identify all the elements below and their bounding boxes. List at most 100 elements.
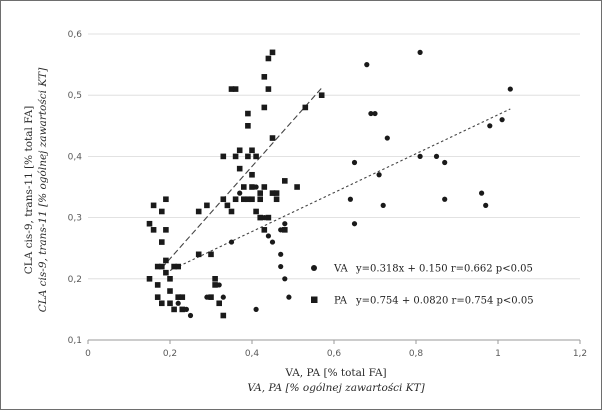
pa-point — [208, 294, 214, 300]
x-tick-label: 1,2 — [573, 349, 587, 359]
va-legend-name: VA — [333, 264, 349, 275]
pa-point — [269, 190, 276, 196]
pa-point — [159, 208, 165, 215]
pa-point — [163, 227, 169, 233]
trendlines — [161, 87, 511, 271]
pa-point — [163, 269, 169, 276]
pa-point — [257, 214, 263, 221]
x-tick-label: 0,2 — [163, 349, 177, 359]
y-tick-label: 0,5 — [68, 91, 82, 101]
pa-point — [228, 86, 235, 92]
va-point — [253, 306, 259, 312]
va-point — [351, 159, 358, 166]
pa-point — [269, 135, 276, 141]
va-point — [278, 263, 284, 270]
pa-point — [179, 294, 186, 300]
x-tick-label: 0,4 — [245, 349, 260, 359]
y-tick-label: 0,6 — [68, 30, 83, 40]
pa-point — [212, 276, 218, 282]
pa-point — [245, 123, 251, 129]
pa-point — [265, 86, 272, 92]
pa-point — [236, 147, 243, 154]
pa-trendline — [161, 87, 323, 269]
pa-point — [249, 147, 255, 154]
va-point — [376, 172, 382, 178]
pa-point — [195, 251, 202, 258]
pa-point — [150, 202, 157, 209]
pa-legend-marker — [311, 296, 318, 303]
pa-point — [195, 208, 202, 215]
pa-point — [261, 104, 268, 111]
va-point — [364, 62, 370, 68]
legend: VA y=0.318x + 0.150 r=0.662 p<0.05 PA y=0.7… — [311, 264, 534, 307]
pa-point — [245, 110, 251, 117]
pa-point — [253, 153, 259, 160]
va-point — [380, 202, 386, 208]
va-point — [507, 86, 513, 92]
pa-point — [282, 227, 288, 233]
va-point — [282, 221, 288, 227]
va-point — [347, 196, 353, 202]
va-legend-equation: y=0.318x + 0.150 r=0.662 p<0.05 — [355, 264, 533, 275]
pa-point — [228, 208, 235, 215]
pa-point — [249, 184, 255, 190]
pa-point — [257, 190, 263, 196]
pa-point — [175, 294, 181, 300]
pa-point — [159, 300, 165, 307]
pa-point — [220, 196, 227, 203]
pa-point — [257, 196, 263, 203]
va-point — [479, 190, 485, 196]
pa-point — [294, 184, 300, 190]
va-point — [351, 221, 358, 227]
y-tick-label: 0,2 — [68, 275, 82, 285]
pa-legend-equation: y=0.754 + 0.0820 r=0.754 p<0.05 — [355, 296, 534, 307]
x-tick-label: 1 — [495, 349, 501, 359]
pa-point — [265, 55, 272, 62]
va-point — [204, 294, 210, 300]
pa-point — [241, 184, 247, 190]
pa-legend-name: PA — [334, 296, 348, 307]
pa-point — [261, 227, 268, 233]
pa-point — [249, 196, 255, 203]
va-point — [417, 153, 423, 159]
va-point — [269, 239, 276, 245]
pa-point — [163, 196, 169, 203]
pa-point — [208, 251, 214, 258]
va-point — [220, 294, 226, 300]
pa-point — [212, 282, 218, 288]
pa-point — [154, 282, 161, 288]
pa-point — [318, 92, 325, 98]
va-point — [368, 110, 374, 117]
pa-point — [236, 165, 243, 172]
pa-point — [171, 306, 177, 313]
pa-point — [159, 263, 165, 270]
va-legend-marker — [311, 265, 317, 271]
y-tick-label: 0,3 — [68, 214, 82, 224]
pa-point — [154, 294, 161, 300]
va-point — [282, 276, 288, 282]
pa-point — [261, 184, 268, 190]
va-point — [483, 202, 489, 208]
pa-point — [273, 196, 280, 203]
pa-point — [253, 208, 259, 215]
pa-point — [167, 300, 173, 307]
pa-point — [204, 202, 210, 209]
pa-point — [245, 153, 251, 160]
pa-point — [241, 196, 247, 203]
pa-point — [150, 227, 157, 233]
pa-point — [232, 196, 239, 203]
va-point — [372, 110, 378, 117]
pa-point — [302, 104, 309, 111]
pa-point — [216, 300, 222, 307]
tick-labels: 0,1 0,2 0,3 0,4 0,5 0,6 0 0,2 0,4 0,6 0,8 1 1,2 — [68, 30, 587, 359]
y-axis-title-polish: CLA cis-9, trans-11 [% ogólnej zawartośc… — [37, 67, 49, 312]
va-point — [175, 300, 181, 306]
pa-point — [163, 257, 169, 264]
pa-point — [245, 196, 251, 203]
pa-point — [175, 263, 181, 270]
pa-point — [220, 312, 227, 319]
pa-point — [232, 153, 239, 160]
x-axis-title-polish: VA, PA [% ogólnej zawartości KT] — [247, 382, 425, 394]
va-point — [417, 49, 423, 55]
